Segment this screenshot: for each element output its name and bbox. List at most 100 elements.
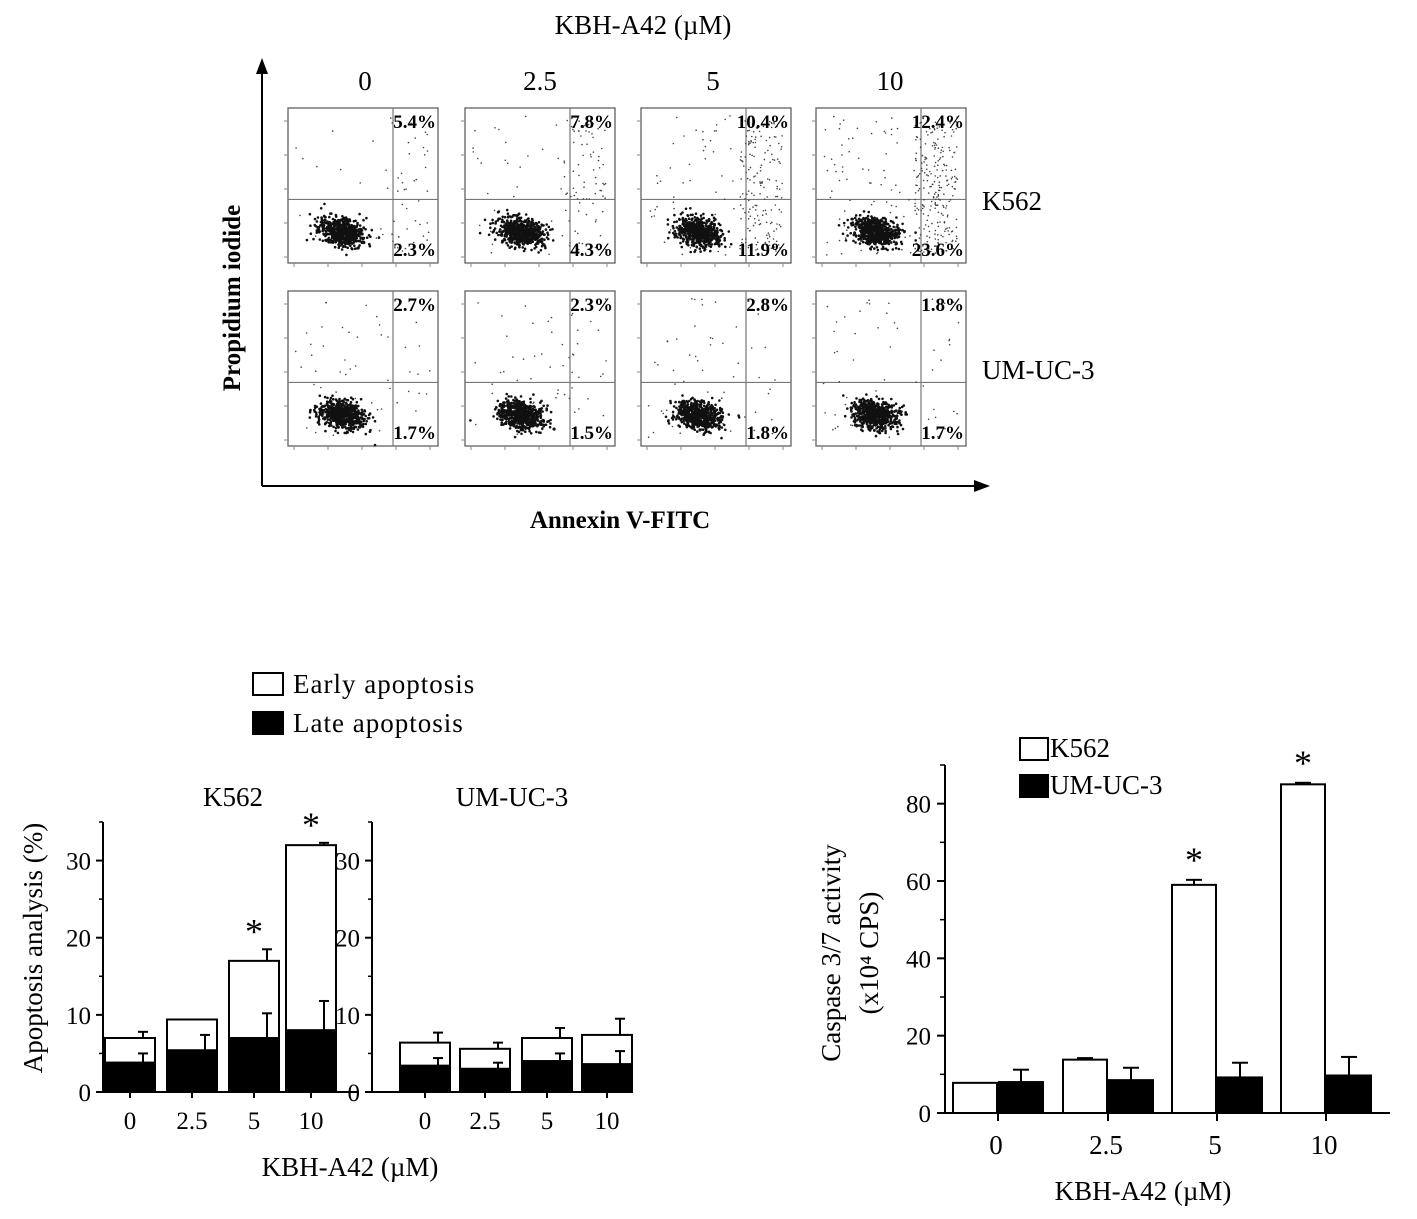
scatter-dot (673, 207, 675, 210)
cell-dot (346, 414, 350, 417)
scatter-dot (752, 224, 755, 227)
scatter-dot (838, 239, 841, 242)
cell-dot (528, 406, 532, 410)
cell-dot (698, 239, 701, 243)
cell-dot (312, 237, 315, 241)
cell-dot (501, 409, 505, 413)
scatter-dot (852, 137, 854, 139)
scatter-dot (754, 237, 757, 239)
plot-dots (472, 115, 607, 256)
cell-dot (699, 250, 702, 253)
scatter-dot (310, 354, 313, 357)
cell-dot (345, 253, 348, 257)
scatter-dot (955, 146, 958, 148)
flow-concentration-labels: 0 2.5 5 10 (358, 66, 903, 96)
scatter-dot (760, 135, 762, 138)
lower-right-percentage: 11.9% (738, 240, 789, 261)
cell-dot (687, 230, 690, 234)
cell-dot (678, 217, 681, 221)
scatter-dot (758, 223, 761, 226)
scatter-dot (555, 396, 557, 399)
cell-dot (365, 236, 369, 239)
scatter-dot (948, 233, 950, 236)
scatter-dot (923, 228, 925, 230)
cell-dot (712, 219, 716, 222)
scatter-dot (934, 148, 936, 150)
cell-dot (667, 236, 670, 240)
scatter-dot (759, 184, 762, 187)
scatter-dot (422, 146, 425, 149)
scatter-dot (592, 169, 595, 171)
scatter-dot (926, 219, 929, 222)
scatter-dot (843, 224, 846, 227)
scatter-dot (415, 321, 418, 324)
cell-dot (866, 236, 869, 239)
cell-dot (505, 392, 509, 396)
scatter-dot (480, 162, 483, 164)
cell-dot (862, 221, 865, 225)
scatter-dot (772, 238, 775, 240)
cell-dot (692, 228, 696, 232)
scatter-dot (387, 336, 389, 338)
scatter-dot (956, 178, 959, 180)
cell-dot (534, 245, 538, 249)
cell-dot (346, 229, 350, 232)
scatter-dot (758, 219, 760, 221)
cell-dot (519, 418, 522, 421)
cell-dot (508, 409, 511, 412)
cell-dot (688, 223, 691, 227)
scatter-dot (522, 358, 525, 360)
scatter-dot (867, 169, 870, 171)
scatter-dot (590, 320, 592, 323)
scatter-dot (951, 230, 954, 232)
scatter-dot (569, 242, 571, 244)
cell-dot (508, 240, 511, 243)
cell-dot (323, 417, 327, 421)
cell-dot (537, 221, 541, 224)
scatter-dot (924, 158, 926, 161)
cell-dot (674, 232, 678, 236)
scatter-dot (415, 410, 417, 412)
cell-dot (353, 247, 357, 250)
cell-dot (881, 216, 885, 220)
scatter-dot (759, 182, 762, 184)
cell-dot (857, 238, 860, 241)
scatter-dot (758, 130, 761, 133)
scatter-dot (493, 209, 496, 212)
scatter-dot (936, 204, 939, 206)
scatter-dot (764, 209, 767, 212)
cell-dot (512, 410, 515, 413)
cell-dot (685, 242, 689, 246)
scatter-dot (759, 223, 762, 225)
cell-dot (497, 233, 500, 237)
scatter-dot (945, 175, 947, 177)
cell-dot (340, 411, 343, 415)
cell-dot (899, 240, 903, 244)
scatter-dot (574, 230, 576, 232)
scatter-dot (934, 233, 936, 235)
cell-dot (671, 224, 675, 228)
cell-dot (527, 411, 531, 415)
scatter-dot (417, 200, 420, 202)
scatter-dot (937, 234, 939, 236)
scatter-dot (408, 152, 411, 155)
scatter-dot (927, 192, 930, 194)
cell-dot (352, 231, 355, 235)
scatter-dot (780, 211, 783, 213)
scatter-dot (948, 146, 950, 149)
cell-dot (319, 224, 322, 227)
cell-dot (532, 393, 535, 396)
cell-dot (501, 218, 504, 221)
cell-dot (359, 412, 362, 415)
scatter-dot (943, 135, 945, 138)
cell-dot (853, 232, 857, 235)
scatter-dot (571, 371, 573, 374)
cell-dot (697, 241, 701, 245)
cell-dot (329, 396, 333, 400)
scatter-dot (914, 209, 916, 212)
cell-dot (322, 228, 325, 232)
cell-dot (489, 226, 492, 230)
scatter-dot (702, 138, 704, 141)
flow-concentration-label: 0 (358, 66, 372, 96)
scatter-dot (889, 211, 892, 214)
